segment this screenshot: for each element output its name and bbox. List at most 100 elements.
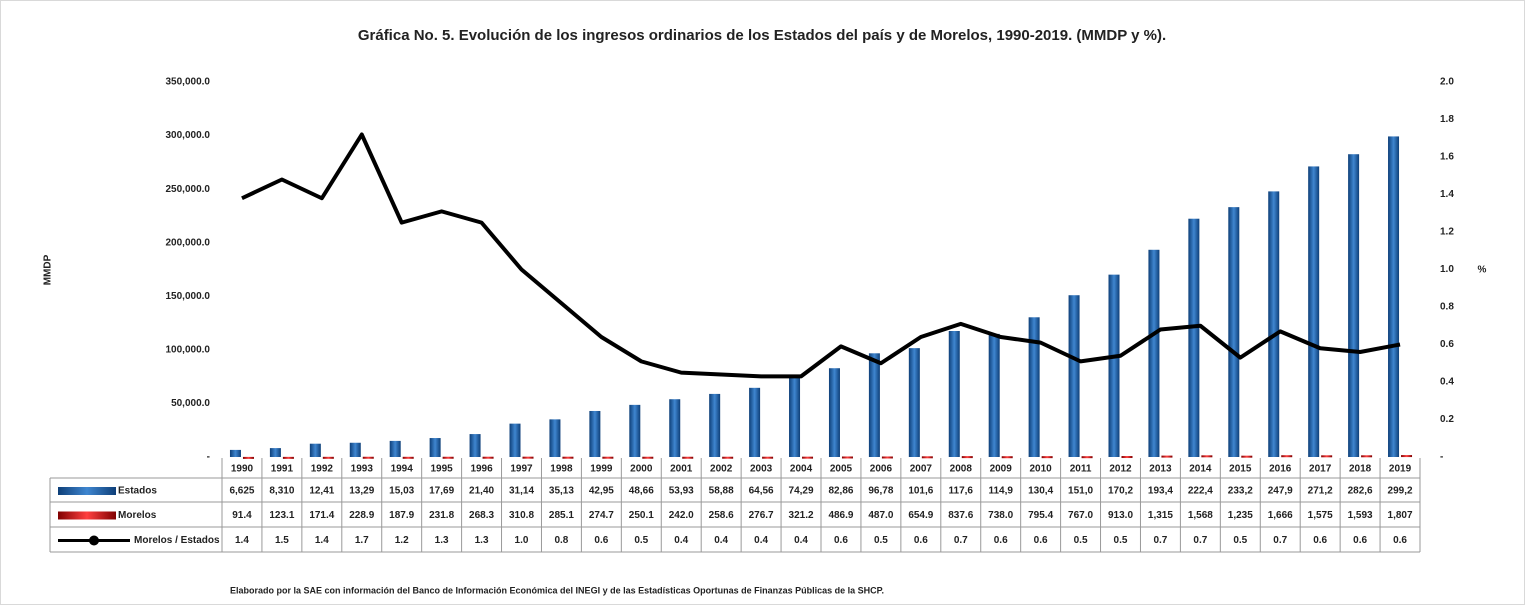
table-value: 1.4 — [235, 535, 249, 546]
bar-morelos — [881, 456, 893, 459]
table-value: 233,2 — [1228, 486, 1253, 497]
bar-morelos — [961, 456, 973, 459]
bar-morelos — [1041, 456, 1053, 459]
bar-estados — [1148, 249, 1160, 457]
table-value: 0.5 — [1233, 535, 1247, 546]
table-value: 0.4 — [794, 535, 808, 546]
bar-morelos — [1121, 456, 1133, 459]
x-tick-label: 2012 — [1109, 464, 1132, 475]
bar-morelos — [1361, 455, 1373, 458]
table-value: 114,9 — [988, 486, 1013, 497]
table-value: 795.4 — [1028, 510, 1053, 521]
table-value: 1.3 — [475, 535, 489, 546]
table-value: 8,310 — [269, 486, 294, 497]
y2-tick-label: 2.0 — [1440, 77, 1454, 88]
x-tick-label: 1997 — [510, 464, 533, 475]
bar-morelos — [242, 456, 254, 459]
table-value: 228.9 — [349, 510, 374, 521]
y-tick-label: 250,000.0 — [166, 184, 211, 195]
table-value: 1,666 — [1268, 510, 1293, 521]
bar-morelos — [722, 456, 734, 459]
table-value: 487.0 — [868, 510, 893, 521]
bar-estados — [1268, 191, 1280, 457]
bar-estados — [269, 448, 281, 457]
legend-swatch — [58, 511, 116, 520]
bar-morelos — [1001, 456, 1013, 459]
x-tick-label: 2007 — [910, 464, 933, 475]
bar-morelos — [562, 456, 574, 459]
table-value: 1.4 — [315, 535, 329, 546]
table-value: 91.4 — [232, 510, 252, 521]
table-value: 0.6 — [834, 535, 848, 546]
y2-tick-label: 0.2 — [1440, 414, 1454, 425]
y2-tick-label: 0.6 — [1440, 339, 1454, 350]
table-value: 17,69 — [429, 486, 454, 497]
table-value: 0.6 — [594, 535, 608, 546]
table-value: 738.0 — [988, 510, 1013, 521]
table-value: 271,2 — [1308, 486, 1333, 497]
bar-estados — [429, 438, 441, 457]
table-value: 82,86 — [828, 486, 853, 497]
legend-label: Morelos / Estados — [134, 535, 220, 546]
bar-morelos — [522, 456, 534, 459]
bar-estados — [469, 434, 481, 457]
x-tick-label: 2019 — [1389, 464, 1412, 475]
bar-estados — [868, 353, 880, 457]
x-tick-label: 2002 — [710, 464, 733, 475]
x-tick-label: 1994 — [391, 464, 414, 475]
table-value: 58,88 — [709, 486, 734, 497]
y2-tick-label: 1.8 — [1440, 114, 1454, 125]
table-value: 42,95 — [589, 486, 614, 497]
table-value: 222,4 — [1188, 486, 1213, 497]
table-value: 0.7 — [1153, 535, 1167, 546]
y-tick-label: 50,000.0 — [171, 398, 210, 409]
bar-morelos — [402, 456, 414, 459]
table-value: 0.6 — [1353, 535, 1367, 546]
table-value: 21,40 — [469, 486, 494, 497]
x-tick-label: 2006 — [870, 464, 893, 475]
table-value: 0.7 — [1273, 535, 1287, 546]
table-value: 171.4 — [309, 510, 334, 521]
table-value: 170,2 — [1108, 486, 1133, 497]
table-value: 258.6 — [709, 510, 734, 521]
bar-morelos — [482, 456, 494, 459]
table-value: 0.6 — [914, 535, 928, 546]
table-value: 654.9 — [908, 510, 933, 521]
x-tick-label: 2000 — [630, 464, 653, 475]
table-value: 282,6 — [1348, 486, 1373, 497]
x-tick-label: 2001 — [670, 464, 693, 475]
y-tick-label: 350,000.0 — [166, 77, 211, 88]
table-value: 250.1 — [629, 510, 654, 521]
footnote: Elaborado por la SAE con información del… — [230, 585, 884, 595]
y2-tick-label: 0.8 — [1440, 302, 1454, 313]
bar-estados — [749, 387, 761, 457]
y-tick-label: 150,000.0 — [166, 291, 211, 302]
table-value: 0.6 — [1313, 535, 1327, 546]
bar-morelos — [1281, 455, 1293, 458]
x-tick-label: 1999 — [590, 464, 613, 475]
table-value: 0.4 — [754, 535, 768, 546]
legend-swatch — [58, 487, 116, 495]
table-value: 0.5 — [634, 535, 648, 546]
table-value: 1,568 — [1188, 510, 1213, 521]
bar-estados — [629, 404, 641, 457]
table-value: 0.5 — [1114, 535, 1128, 546]
bar-morelos — [1241, 455, 1253, 458]
table-value: 1.2 — [395, 535, 409, 546]
table-value: 0.6 — [1034, 535, 1048, 546]
x-tick-label: 1991 — [271, 464, 294, 475]
bar-morelos — [802, 456, 814, 459]
table-value: 1,575 — [1308, 510, 1333, 521]
table-value: 285.1 — [549, 510, 574, 521]
table-value: 299,2 — [1388, 486, 1413, 497]
bar-estados — [1308, 166, 1320, 457]
x-tick-label: 1990 — [231, 464, 254, 475]
table-value: 486.9 — [828, 510, 853, 521]
table-value: 101,6 — [908, 486, 933, 497]
x-tick-label: 2005 — [830, 464, 853, 475]
table-value: 837.6 — [948, 510, 973, 521]
bar-morelos — [1401, 455, 1413, 458]
bar-estados — [309, 443, 321, 457]
x-tick-label: 1995 — [431, 464, 454, 475]
